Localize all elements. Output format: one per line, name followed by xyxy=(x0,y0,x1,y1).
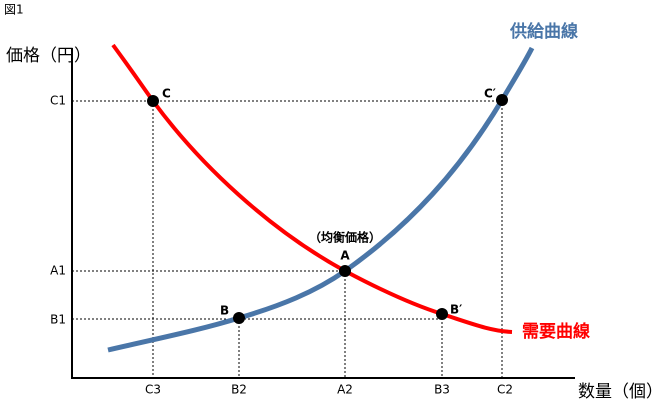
point xyxy=(147,95,159,107)
point-label: C′ xyxy=(484,87,496,101)
x-axis-label: 数量（個） xyxy=(578,382,663,402)
point-label: A xyxy=(340,249,350,263)
x-tick-label: C2 xyxy=(497,383,513,397)
supply-curve xyxy=(107,46,535,353)
supply-label: 供給曲線 xyxy=(509,21,578,42)
y-tick-label: C1 xyxy=(50,94,66,108)
point xyxy=(436,308,448,320)
point-label: B xyxy=(220,304,229,318)
point xyxy=(339,265,351,277)
point-label: B′ xyxy=(450,303,462,317)
x-tick-label: B2 xyxy=(231,383,247,397)
x-tick-label: A2 xyxy=(337,383,353,397)
figure-label: 図1 xyxy=(4,3,24,17)
point-label: C xyxy=(162,87,171,101)
guides xyxy=(72,100,503,378)
point xyxy=(496,94,508,106)
y-axis-label: 価格（円） xyxy=(6,46,91,66)
x-tick-label: B3 xyxy=(434,383,450,397)
y-tick-label: B1 xyxy=(50,313,66,327)
point xyxy=(233,312,245,324)
x-tick-label: C3 xyxy=(145,383,161,397)
y-tick-label: A1 xyxy=(50,264,66,278)
demand-label: 需要曲線 xyxy=(522,321,590,342)
annotation: （均衡価格） xyxy=(309,230,381,245)
